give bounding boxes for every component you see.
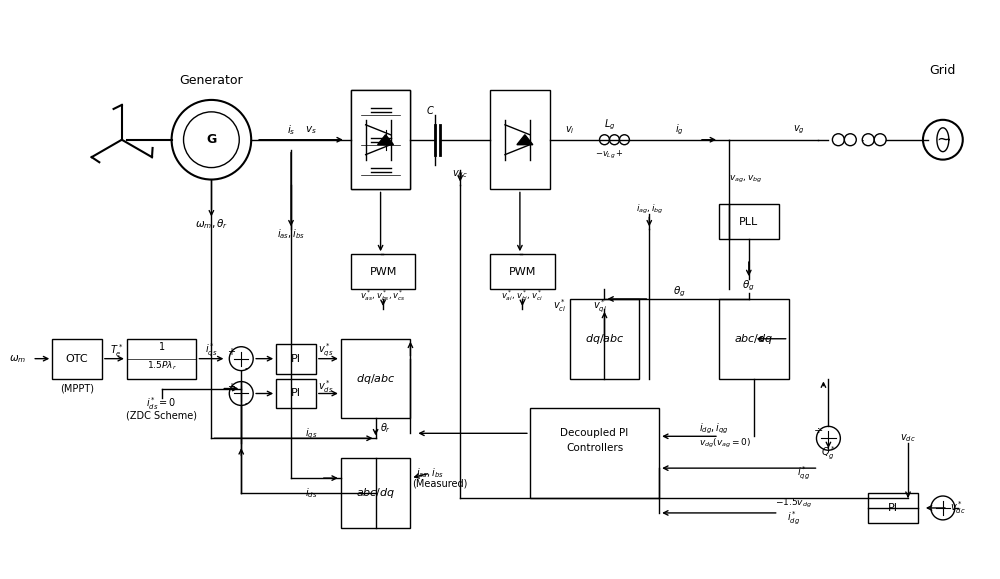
Text: $v_i$: $v_i$: [565, 124, 574, 135]
Text: PWM: PWM: [509, 266, 536, 277]
Text: $v^*_{ci}$: $v^*_{ci}$: [553, 298, 566, 314]
Text: PWM: PWM: [369, 266, 397, 277]
Text: Grid: Grid: [930, 64, 956, 76]
Text: $v^*_{qs}$: $v^*_{qs}$: [318, 342, 334, 360]
Text: $v^*_{ai}, v^*_{bi}, v^*_{ci}$: $v^*_{ai}, v^*_{bi}, v^*_{ci}$: [501, 288, 543, 303]
FancyBboxPatch shape: [351, 90, 410, 189]
FancyBboxPatch shape: [351, 254, 415, 289]
Text: $\omega_m$: $\omega_m$: [9, 353, 26, 365]
Text: $abc/dq$: $abc/dq$: [734, 332, 773, 346]
Text: $\div$: $\div$: [813, 426, 824, 435]
Text: $abc/dq$: $abc/dq$: [356, 486, 395, 500]
Text: $i_s$: $i_s$: [287, 123, 295, 137]
Text: $v_{ag}, v_{bg}$: $v_{ag}, v_{bg}$: [729, 174, 762, 185]
Text: $dq/abc$: $dq/abc$: [585, 332, 624, 346]
Text: Controllers: Controllers: [566, 444, 623, 453]
Text: $T^*_e$: $T^*_e$: [110, 342, 123, 359]
FancyBboxPatch shape: [570, 299, 639, 379]
Text: $v_s$: $v_s$: [305, 124, 317, 135]
Text: $v^*_{dc}$: $v^*_{dc}$: [950, 500, 966, 516]
Text: $i_{ds}$: $i_{ds}$: [305, 486, 317, 500]
Text: Decoupled PI: Decoupled PI: [560, 428, 629, 438]
FancyBboxPatch shape: [351, 90, 410, 189]
Text: PI: PI: [291, 389, 301, 398]
Text: (ZDC Scheme): (ZDC Scheme): [126, 411, 197, 420]
Text: $L_g$: $L_g$: [604, 118, 615, 132]
Text: $v^*_{as}, v^*_{bs}, v^*_{cs}$: $v^*_{as}, v^*_{bs}, v^*_{cs}$: [360, 288, 406, 303]
FancyBboxPatch shape: [341, 458, 410, 528]
Text: (MPPT): (MPPT): [60, 383, 94, 394]
Text: G: G: [206, 133, 217, 146]
Text: $i^*_{qg}$: $i^*_{qg}$: [797, 464, 810, 482]
Text: ~: ~: [936, 131, 950, 149]
Text: +: +: [227, 347, 235, 357]
Text: (Measured): (Measured): [413, 478, 468, 488]
FancyBboxPatch shape: [127, 339, 196, 379]
FancyBboxPatch shape: [868, 493, 918, 523]
FancyBboxPatch shape: [341, 339, 410, 419]
Text: $i_{dg}, i_{qg}$: $i_{dg}, i_{qg}$: [699, 421, 729, 435]
FancyBboxPatch shape: [719, 299, 789, 379]
Text: $\theta_r$: $\theta_r$: [380, 422, 391, 435]
Text: $C$: $C$: [426, 104, 435, 116]
Text: PI: PI: [888, 503, 898, 513]
Text: $i^*_{ds}=0$: $i^*_{ds}=0$: [146, 395, 177, 412]
Text: -: -: [244, 362, 248, 373]
FancyBboxPatch shape: [530, 408, 659, 498]
Text: $i_g$: $i_g$: [675, 123, 684, 137]
FancyBboxPatch shape: [52, 339, 102, 379]
Text: PI: PI: [291, 354, 301, 364]
Text: $-1.5v_{dg}$: $-1.5v_{dg}$: [775, 496, 812, 510]
Text: $i_{as}, i_{bs}$: $i_{as}, i_{bs}$: [416, 466, 444, 480]
Text: Generator: Generator: [180, 74, 243, 86]
Text: $Q^*_g$: $Q^*_g$: [821, 445, 836, 462]
Text: $i_{as}, i_{bs}$: $i_{as}, i_{bs}$: [277, 228, 305, 241]
Text: $v^*_{ds}$: $v^*_{ds}$: [318, 378, 334, 395]
Text: $i_{ag}, i_{bg}$: $i_{ag}, i_{bg}$: [636, 203, 663, 216]
Text: $i^*_{qs}$: $i^*_{qs}$: [205, 342, 218, 360]
Text: $v_g$: $v_g$: [793, 123, 804, 136]
FancyBboxPatch shape: [490, 90, 550, 189]
FancyBboxPatch shape: [276, 379, 316, 408]
FancyBboxPatch shape: [490, 254, 555, 289]
Text: $v_{dg}(v_{ag}=0)$: $v_{dg}(v_{ag}=0)$: [699, 437, 751, 450]
Text: $i_{qs}$: $i_{qs}$: [305, 426, 317, 441]
Text: $- v_{Lg} +$: $- v_{Lg} +$: [595, 149, 624, 161]
Text: $\omega_m, \theta_r$: $\omega_m, \theta_r$: [195, 217, 228, 231]
Text: OTC: OTC: [66, 354, 88, 364]
Text: $i^*_{dg}$: $i^*_{dg}$: [787, 509, 800, 526]
Text: PLL: PLL: [739, 217, 758, 227]
Polygon shape: [517, 135, 533, 145]
Text: $dq/abc$: $dq/abc$: [356, 372, 395, 386]
FancyBboxPatch shape: [276, 344, 316, 373]
Text: $v_{dc}$: $v_{dc}$: [452, 168, 468, 181]
Polygon shape: [378, 135, 394, 145]
Text: $\theta_g$: $\theta_g$: [673, 285, 685, 299]
Text: +: +: [227, 382, 235, 391]
Text: $1.5P\lambda_r$: $1.5P\lambda_r$: [147, 360, 177, 372]
FancyBboxPatch shape: [719, 204, 779, 239]
Text: $\theta_g$: $\theta_g$: [742, 279, 755, 293]
Text: $v^*_{qi}$: $v^*_{qi}$: [593, 297, 606, 314]
Text: 1: 1: [159, 342, 165, 351]
Text: $v_{dc}$: $v_{dc}$: [900, 433, 916, 444]
Text: -: -: [244, 398, 248, 408]
